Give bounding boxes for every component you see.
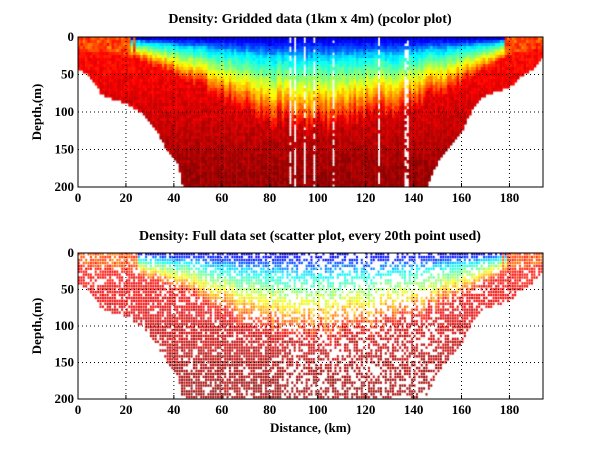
- x-tick-label: 140: [404, 190, 424, 205]
- x-tick-label: 120: [356, 190, 376, 205]
- y-axis-label: Depth,(m): [29, 298, 44, 355]
- y-tick-label: 50: [61, 67, 74, 82]
- plot-frame: [77, 36, 544, 188]
- x-axis-label: Distance, (km): [270, 420, 351, 435]
- x-tick-label: 100: [308, 190, 328, 205]
- x-tick-label: 20: [119, 402, 132, 417]
- x-tick-label: 180: [500, 402, 520, 417]
- y-tick-label: 0: [68, 245, 75, 260]
- x-tick-label: 60: [215, 402, 228, 417]
- x-tick-label: 100: [308, 402, 328, 417]
- x-tick-label: 120: [356, 402, 376, 417]
- y-tick-label: 50: [61, 282, 74, 297]
- x-tick-label: 80: [263, 190, 276, 205]
- top-chart-title: Density: Gridded data (1km x 4m) (pcolor…: [168, 12, 452, 27]
- y-tick-label: 100: [55, 104, 75, 119]
- x-tick-label: 160: [452, 190, 472, 205]
- x-tick-label: 40: [167, 402, 180, 417]
- x-tick-label: 0: [75, 190, 82, 205]
- x-tick-label: 0: [75, 402, 82, 417]
- bottom-chart-title: Density: Full data set (scatter plot, ev…: [139, 229, 481, 244]
- y-tick-label: 100: [55, 318, 75, 333]
- plot-frame: [77, 252, 544, 400]
- x-tick-label: 80: [263, 402, 276, 417]
- x-tick-label: 20: [119, 190, 132, 205]
- x-tick-label: 160: [452, 402, 472, 417]
- y-axis-label: Depth,(m): [29, 84, 44, 141]
- x-tick-label: 140: [404, 402, 424, 417]
- y-tick-label: 200: [55, 391, 75, 406]
- x-tick-label: 180: [500, 190, 520, 205]
- y-tick-label: 150: [55, 142, 75, 157]
- y-tick-label: 150: [55, 355, 75, 370]
- x-tick-label: 60: [215, 190, 228, 205]
- x-tick-label: 40: [167, 190, 180, 205]
- y-tick-label: 200: [55, 179, 75, 194]
- y-tick-label: 0: [68, 29, 75, 44]
